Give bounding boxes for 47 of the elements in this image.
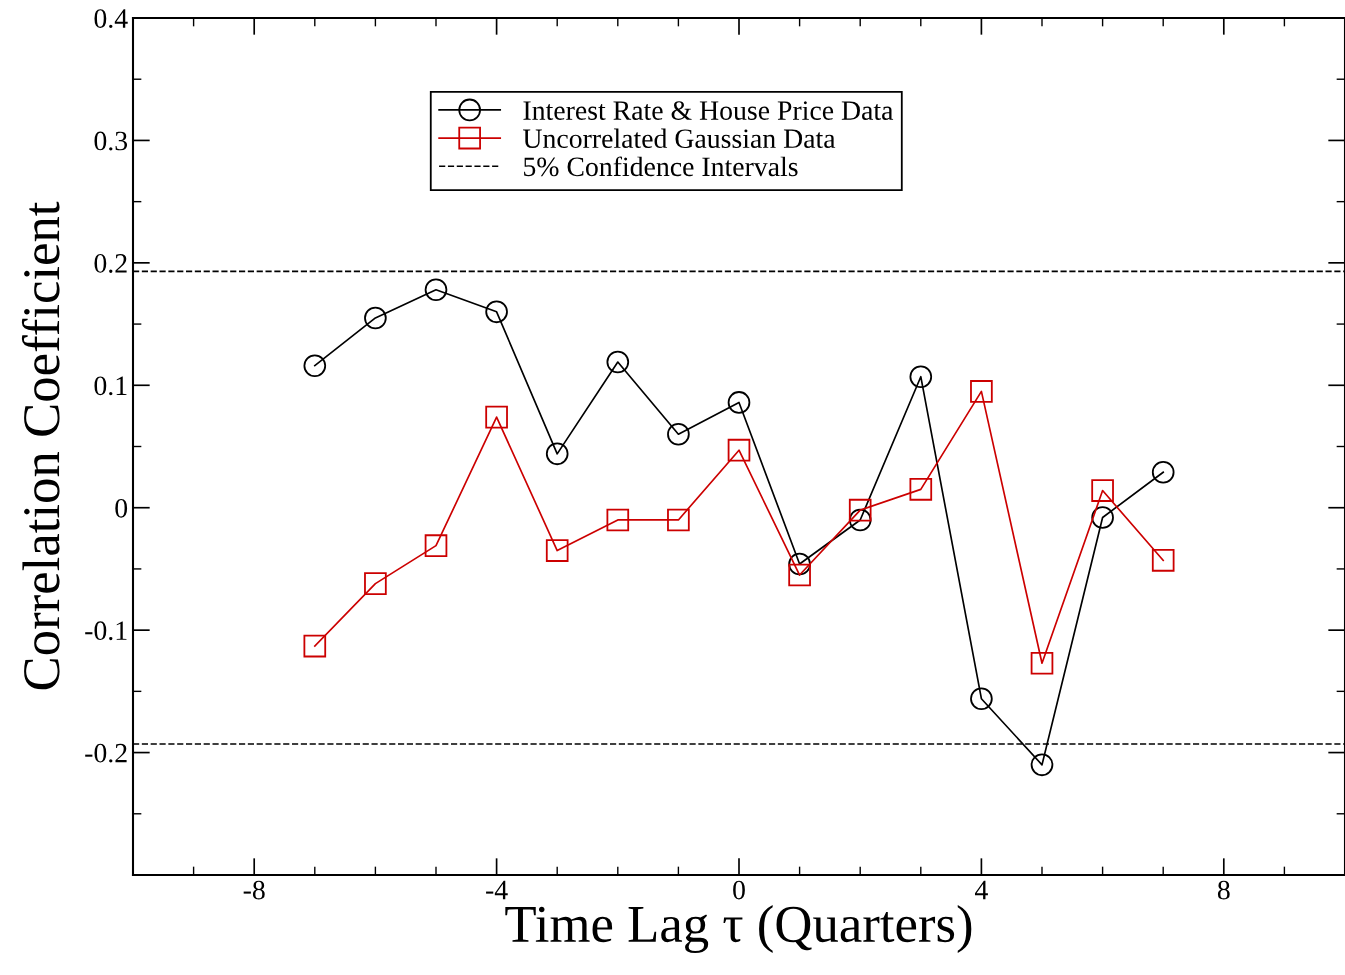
y-tick-label: -0.2 (85, 743, 127, 763)
point (848, 498, 872, 522)
point (545, 442, 569, 466)
x-tick-label: 8 (1217, 880, 1230, 900)
y-tick-label: 0.2 (94, 254, 127, 273)
x-tick-label: -8 (243, 880, 265, 900)
point (424, 534, 448, 557)
point (364, 572, 387, 595)
point (303, 634, 327, 658)
point (1030, 753, 1054, 777)
point (970, 687, 993, 711)
point (424, 278, 448, 302)
point (848, 508, 872, 532)
point (606, 508, 630, 532)
point (1030, 651, 1054, 675)
x-tick-label: 0 (733, 880, 745, 900)
point (1091, 506, 1114, 529)
point (545, 539, 569, 562)
point (1151, 549, 1175, 572)
point (727, 391, 751, 414)
point (606, 350, 630, 374)
y-tick-label: 0.4 (94, 9, 128, 29)
point (1091, 479, 1114, 502)
point (303, 354, 327, 378)
point (909, 478, 933, 501)
y-tick-label: -0.1 (85, 621, 127, 641)
x-tick-label: 4 (975, 880, 988, 900)
x-axis-title: Time Lag τ (Quarters) (505, 905, 972, 954)
point (667, 422, 690, 446)
legend-label: Uncorrelated Gaussian Data (523, 128, 836, 149)
y-tick-label: 0 (115, 498, 128, 518)
point (727, 438, 751, 462)
point (485, 405, 508, 429)
point (788, 552, 811, 576)
legend-label: Interest Rate & House Price Data (523, 101, 894, 120)
point (667, 508, 690, 532)
point (1151, 460, 1175, 484)
y-tick-label: 0.1 (94, 376, 127, 396)
legend-label: 5% Confidence Intervals (524, 156, 798, 177)
point (364, 306, 387, 330)
x-tick-label: -4 (486, 880, 508, 900)
point (909, 365, 933, 389)
point (485, 300, 508, 324)
y-axis-title: Correlation Coefficient (21, 201, 60, 690)
point (970, 380, 993, 403)
point (788, 563, 811, 587)
y-tick-label: 0.3 (94, 131, 128, 151)
